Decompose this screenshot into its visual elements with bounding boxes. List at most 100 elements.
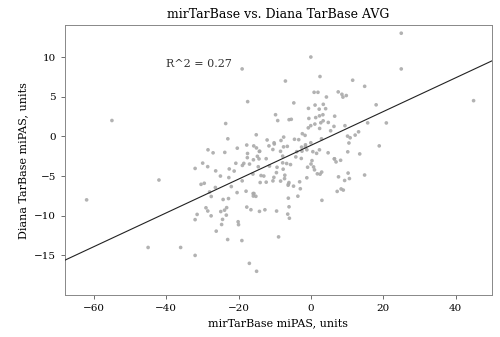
Point [318, 170, 326, 175]
Point [290, 100, 298, 105]
Point [207, 213, 215, 218]
Point [334, 89, 342, 95]
Point [256, 180, 264, 185]
Point [212, 228, 220, 234]
Point [204, 208, 212, 214]
Point [318, 136, 326, 142]
Point [360, 84, 368, 89]
Point [249, 171, 257, 177]
Point [307, 140, 315, 146]
Point [315, 106, 323, 112]
Point [333, 189, 341, 194]
Point [273, 164, 281, 170]
Point [257, 173, 265, 178]
Point [354, 129, 362, 134]
Point [238, 163, 246, 168]
Point [202, 205, 210, 211]
Point [330, 156, 338, 161]
Point [470, 98, 478, 103]
Point [314, 171, 322, 177]
Point [308, 158, 316, 163]
Point [255, 156, 263, 161]
Point [284, 195, 292, 201]
Point [269, 147, 277, 152]
Point [382, 120, 390, 126]
Point [284, 211, 292, 217]
Point [252, 145, 260, 151]
Point [256, 209, 264, 214]
Point [282, 78, 290, 84]
Point [263, 137, 271, 143]
Point [234, 222, 242, 227]
Point [337, 186, 345, 192]
Point [341, 123, 349, 128]
Point [298, 145, 306, 150]
Point [316, 126, 324, 131]
Point [206, 189, 214, 195]
Point [294, 193, 302, 199]
Point [280, 176, 288, 181]
Point [340, 178, 348, 183]
Point [270, 175, 278, 180]
Point [225, 175, 233, 180]
Point [326, 128, 334, 133]
Point [200, 181, 208, 186]
Point [218, 222, 226, 227]
Point [306, 123, 314, 128]
Point [250, 193, 258, 199]
Point [342, 93, 350, 98]
Point [344, 133, 351, 139]
Point [218, 217, 226, 222]
Point [198, 160, 206, 166]
Point [290, 183, 298, 189]
Point [372, 102, 380, 108]
Point [284, 181, 292, 187]
X-axis label: mirTarBase miPAS, units: mirTarBase miPAS, units [208, 319, 348, 329]
Point [262, 156, 270, 161]
Point [277, 138, 285, 143]
Point [298, 149, 306, 154]
Point [398, 66, 406, 72]
Point [276, 178, 284, 184]
Point [240, 161, 248, 166]
Point [304, 125, 312, 130]
Point [244, 155, 252, 160]
Point [233, 190, 241, 195]
Point [82, 197, 90, 203]
Point [232, 160, 240, 166]
Point [314, 90, 322, 95]
Point [250, 143, 258, 149]
Point [252, 194, 260, 199]
Point [330, 124, 338, 129]
Point [296, 179, 304, 184]
Point [280, 144, 287, 150]
Point [191, 253, 199, 258]
Title: mirTarBase vs. Diana TarBase AVG: mirTarBase vs. Diana TarBase AVG [167, 8, 390, 21]
Point [286, 216, 294, 221]
Point [270, 140, 278, 146]
Point [364, 120, 372, 126]
Point [242, 142, 250, 148]
Point [298, 156, 306, 161]
Point [272, 208, 280, 214]
Point [305, 116, 313, 121]
Point [272, 170, 280, 175]
Point [284, 183, 292, 188]
Point [262, 180, 270, 185]
Point [238, 178, 246, 184]
Point [317, 120, 325, 125]
Point [224, 136, 232, 142]
Point [288, 117, 296, 122]
Point [316, 172, 324, 177]
Point [334, 174, 342, 180]
Point [346, 176, 354, 181]
Point [324, 120, 332, 125]
Point [246, 161, 254, 167]
Point [260, 173, 268, 179]
Point [212, 168, 220, 174]
Point [282, 161, 290, 166]
Point [292, 154, 300, 160]
Point [310, 90, 318, 95]
Point [345, 140, 353, 146]
Point [204, 147, 212, 153]
